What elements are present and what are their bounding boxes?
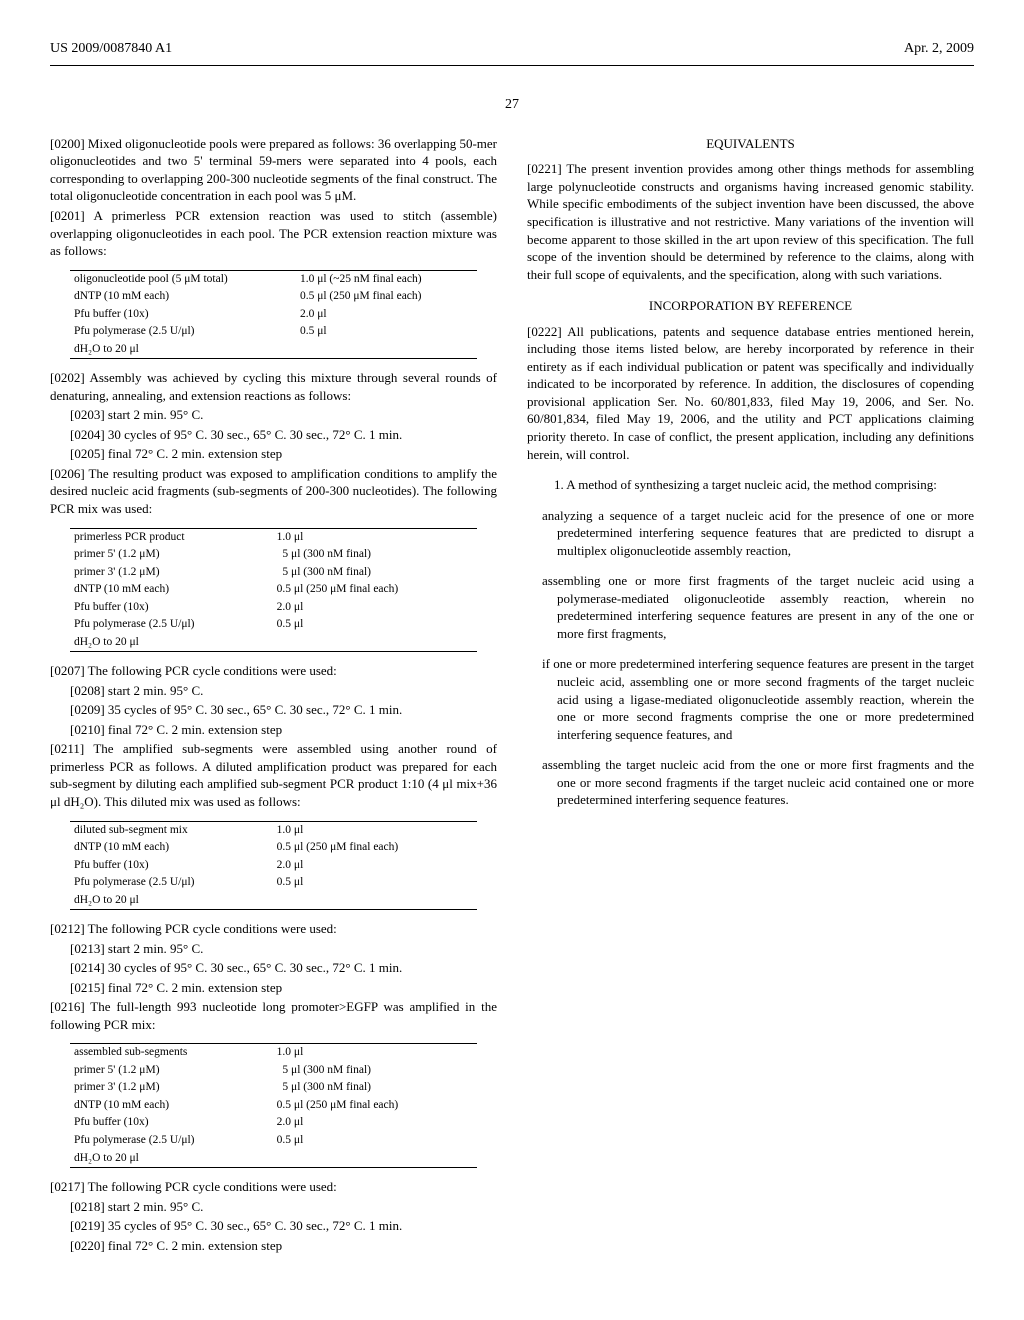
para-0202: [0202] Assembly was achieved by cycling … [50, 369, 497, 404]
body-columns: [0200] Mixed oligonucleotide pools were … [50, 135, 974, 1255]
claim-1-step-d: assembling the target nucleic acid from … [557, 756, 974, 809]
para-0209: [0209] 35 cycles of 95° C. 30 sec., 65° … [70, 701, 497, 719]
table-1: oligonucleotide pool (5 μM total)1.0 μl … [70, 270, 477, 360]
para-0219: [0219] 35 cycles of 95° C. 30 sec., 65° … [70, 1217, 497, 1235]
para-0213: [0213] start 2 min. 95° C. [70, 940, 497, 958]
claim-1-step-c: if one or more predetermined interfering… [557, 655, 974, 743]
publication-date: Apr. 2, 2009 [904, 40, 974, 59]
para-0203: [0203] start 2 min. 95° C. [70, 406, 497, 424]
para-0208: [0208] start 2 min. 95° C. [70, 682, 497, 700]
pcr-table-2: primerless PCR product1.0 μl primer 5' (… [70, 529, 477, 652]
table-2: primerless PCR product1.0 μl primer 5' (… [70, 528, 477, 653]
claim-1-step-a: analyzing a sequence of a target nucleic… [557, 507, 974, 560]
publication-number: US 2009/0087840 A1 [50, 40, 172, 59]
para-0221: [0221] The present invention provides am… [527, 160, 974, 283]
equivalents-heading: EQUIVALENTS [527, 135, 974, 153]
para-0211: [0211] The amplified sub-segments were a… [50, 740, 497, 810]
table-4: assembled sub-segments1.0 μl primer 5' (… [70, 1043, 477, 1168]
para-0214: [0214] 30 cycles of 95° C. 30 sec., 65° … [70, 959, 497, 977]
pcr-table-3: diluted sub-segment mix1.0 μl dNTP (10 m… [70, 822, 477, 910]
para-0205: [0205] final 72° C. 2 min. extension ste… [70, 445, 497, 463]
claim-1-step-b: assembling one or more first fragments o… [557, 572, 974, 642]
para-0215: [0215] final 72° C. 2 min. extension ste… [70, 979, 497, 997]
para-0210: [0210] final 72° C. 2 min. extension ste… [70, 721, 497, 739]
pcr-table-1: oligonucleotide pool (5 μM total)1.0 μl … [70, 271, 477, 359]
para-0204: [0204] 30 cycles of 95° C. 30 sec., 65° … [70, 426, 497, 444]
para-0212: [0212] The following PCR cycle condition… [50, 920, 497, 938]
para-0220: [0220] final 72° C. 2 min. extension ste… [70, 1237, 497, 1255]
pcr-table-4: assembled sub-segments1.0 μl primer 5' (… [70, 1044, 477, 1167]
claim-1-intro: 1. A method of synthesizing a target nuc… [542, 476, 974, 494]
para-0206: [0206] The resulting product was exposed… [50, 465, 497, 518]
header-rule [50, 65, 974, 66]
page-number: 27 [50, 96, 974, 115]
incorporation-heading: INCORPORATION BY REFERENCE [527, 297, 974, 315]
para-0217: [0217] The following PCR cycle condition… [50, 1178, 497, 1196]
para-0207: [0207] The following PCR cycle condition… [50, 662, 497, 680]
page-header: US 2009/0087840 A1 Apr. 2, 2009 [50, 40, 974, 59]
para-0222: [0222] All publications, patents and seq… [527, 323, 974, 463]
table-3: diluted sub-segment mix1.0 μl dNTP (10 m… [70, 821, 477, 911]
para-0200: [0200] Mixed oligonucleotide pools were … [50, 135, 497, 205]
para-0218: [0218] start 2 min. 95° C. [70, 1198, 497, 1216]
para-0216: [0216] The full-length 993 nucleotide lo… [50, 998, 497, 1033]
para-0201: [0201] A primerless PCR extension reacti… [50, 207, 497, 260]
